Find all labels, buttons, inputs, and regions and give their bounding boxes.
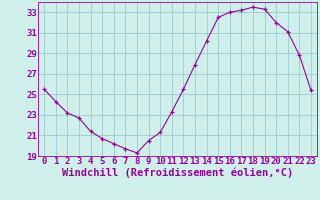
X-axis label: Windchill (Refroidissement éolien,°C): Windchill (Refroidissement éolien,°C) xyxy=(62,168,293,178)
